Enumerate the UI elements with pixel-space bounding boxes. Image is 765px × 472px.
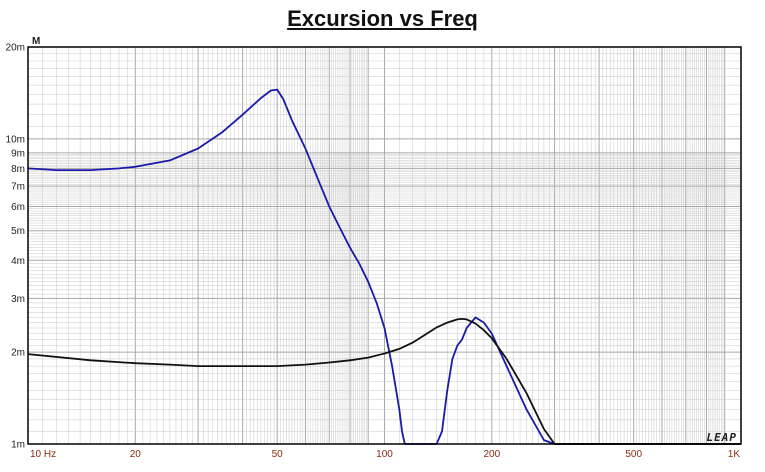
y-tick-label: 9m <box>11 148 25 159</box>
y-tick-label: 6m <box>11 202 25 213</box>
series-1-line <box>27 88 741 445</box>
y-tick-labels: 1m 2m 3m 4m 5m 6m 7m 8m 9m 10m 20m <box>6 43 25 451</box>
x-tick-labels: 10 Hz 20 50 100 200 500 1K <box>30 449 740 460</box>
plot-frame <box>27 46 742 445</box>
y-tick-label: 7m <box>11 182 25 193</box>
x-tick-label: 1K <box>728 449 741 460</box>
y-tick-label: 8m <box>11 164 25 175</box>
y-unit-label: M <box>32 36 40 47</box>
y-tick-label: 4m <box>11 256 25 267</box>
x-tick-label: 50 <box>272 449 284 460</box>
series-layer <box>27 88 741 445</box>
x-tick-label: 500 <box>625 449 642 460</box>
x-tick-label: 20 <box>130 449 142 460</box>
y-tick-label: 3m <box>11 294 25 305</box>
chart-title: Excursion vs Freq <box>287 6 478 31</box>
y-tick-label: 5m <box>11 226 25 237</box>
series-2-line <box>27 317 741 445</box>
grid <box>28 47 741 444</box>
y-tick-label: 1m <box>11 440 25 451</box>
y-tick-label: 20m <box>6 43 25 54</box>
leap-logo: LEAP <box>707 431 738 444</box>
x-tick-label: 10 Hz <box>30 449 56 460</box>
x-tick-label: 100 <box>376 449 393 460</box>
x-tick-label: 200 <box>483 449 500 460</box>
y-tick-label: 2m <box>11 348 25 359</box>
y-tick-label: 10m <box>6 134 25 145</box>
